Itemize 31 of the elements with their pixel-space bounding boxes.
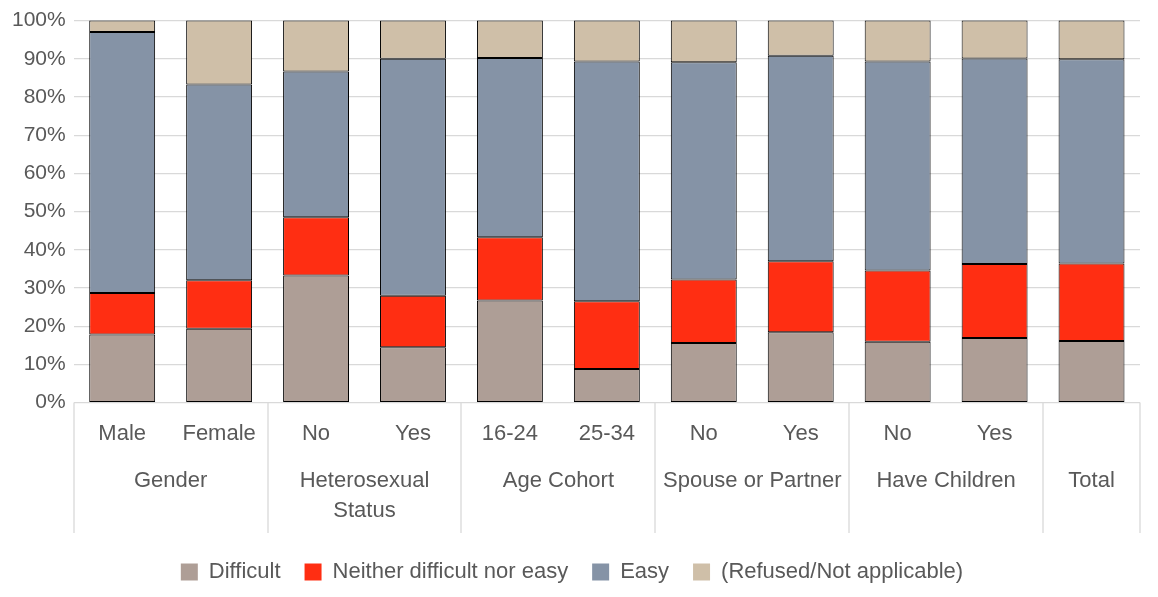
x-tick-label: Male — [98, 419, 147, 445]
x-tick-label: Yes — [782, 419, 819, 445]
y-tick-label: 80% — [23, 83, 66, 107]
legend-label: Easy — [620, 558, 670, 584]
y-tick-label: 20% — [23, 313, 66, 336]
x-tick-label: Yes — [976, 419, 1013, 445]
x-tick-label: Yes — [395, 419, 431, 445]
y-tick-label: 70% — [23, 122, 66, 145]
x-tick-label: Female — [182, 419, 256, 445]
x-tick-label: No — [689, 419, 718, 445]
text: Spouse or Partner — [662, 466, 842, 492]
legend-label: Neither difficult nor easy — [332, 558, 569, 584]
text: Age Cohort — [502, 466, 615, 492]
y-tick-label: 40% — [23, 236, 66, 260]
x-tick-label: 25-34 — [578, 419, 635, 445]
y-tick-label: 60% — [23, 160, 66, 184]
x-tick-label: 16-24 — [481, 419, 539, 445]
y-tick-label: 90% — [23, 45, 66, 69]
text: Have Children — [876, 466, 1016, 492]
y-tick-label: 0% — [35, 389, 66, 413]
y-tick-label: 10% — [23, 351, 66, 375]
x-tick-label: No — [301, 419, 331, 445]
y-tick-label: 50% — [23, 198, 66, 222]
text: Heterosexual Status — [299, 466, 430, 522]
legend-label: Difficult — [208, 558, 281, 584]
y-tick-label: 100% — [11, 7, 66, 31]
text: Total — [1068, 466, 1115, 492]
legend-label: (Refused/Not applicable) — [721, 558, 964, 584]
text: Gender — [133, 466, 208, 492]
x-tick-label: No — [883, 419, 912, 445]
y-tick-label: 30% — [23, 274, 66, 298]
